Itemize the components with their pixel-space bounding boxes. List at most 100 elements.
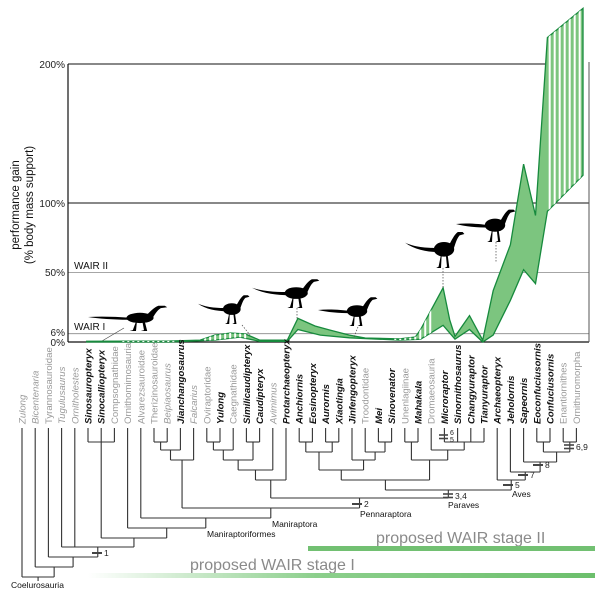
taxon-label: Dromaeosauria: [427, 358, 438, 424]
taxon-label: Microraptor: [440, 369, 451, 424]
taxon-label: Tugulusaurus: [57, 366, 68, 424]
taxon-label: Enantiornithes: [559, 362, 570, 424]
clade-label-maniraptoriformes: Maniraptoriformes: [207, 529, 276, 539]
uncertain-gap: [209, 8, 212, 343]
uncertain-gap: [204, 8, 207, 343]
taxon-label: Ornitholestes: [70, 367, 81, 424]
y-tick-6: 6%: [51, 328, 66, 339]
wair-i-label: WAIR I: [74, 322, 105, 333]
marker-label-8: 8: [545, 460, 550, 470]
y-tick-50: 50%: [45, 268, 65, 279]
uncertain-gap: [429, 8, 432, 343]
taxon-label: Xiaotingia: [334, 377, 345, 425]
uncertain-gap: [394, 8, 397, 343]
wair-i-leader: [101, 327, 125, 342]
performance-area: [86, 0, 586, 345]
uncertain-gap: [214, 8, 217, 343]
taxon-label: Sinocalliopteryx: [97, 349, 108, 424]
uncertain-gap: [229, 8, 232, 343]
marker-label-2: 2: [364, 499, 369, 509]
uncertain-gap: [424, 8, 427, 343]
taxon-label: Mei: [374, 408, 385, 424]
uncertain-gap: [167, 8, 170, 343]
archaeopteryx-silhouette: [456, 209, 516, 242]
y-axis-title-line2: (% body mass support): [24, 146, 36, 264]
taxon-label: Jeholornis: [506, 375, 517, 424]
taxon-label: Changyuraptor: [466, 354, 477, 424]
taxon-label: Unenlagiinae: [400, 368, 411, 424]
uncertain-gap: [404, 8, 407, 343]
clade-labels: Coelurosauria Maniraptoriformes Manirapt…: [11, 489, 531, 590]
taxon-label: Yulong: [216, 392, 227, 424]
taxon-label: Tyrannosauroidae: [44, 347, 55, 424]
uncertain-gap: [419, 8, 422, 343]
silhouette-leader: [241, 324, 251, 336]
taxon-label: Jinfengopteryx: [348, 355, 359, 424]
uncertain-gap: [244, 8, 247, 343]
taxon-label: Sapeornis: [519, 378, 530, 424]
marker-label-1: 1: [104, 548, 109, 558]
taxon-label: Aurornis: [321, 384, 332, 425]
compsognathid-silhouette: [88, 305, 168, 331]
uncertain-gap: [573, 8, 576, 343]
character-markers: 1 2 3,4 5 7 8 6,9 6 5: [92, 430, 588, 558]
uncertain-gap: [132, 8, 135, 343]
wair-ii-label: WAIR II: [74, 261, 108, 272]
taxon-label: Caudipteryx: [255, 368, 266, 424]
uncertain-gap: [127, 8, 130, 343]
silhouettes: [88, 209, 516, 338]
taxon-label: Confuciusornis: [546, 354, 557, 424]
y-tick-200: 200%: [39, 60, 65, 71]
uncertain-gap: [162, 8, 165, 343]
clade-label-aves: Aves: [512, 489, 531, 499]
taxon-label: Jianchangosaurus: [176, 339, 187, 424]
taxon-label: Anchiornis: [295, 374, 306, 425]
stage-ii-bar: [308, 546, 595, 551]
taxon-label: Sinosauropteryx: [84, 348, 95, 424]
taxon-label: Zulong: [18, 394, 29, 425]
taxon-label: Sinornithosaurus: [453, 345, 464, 424]
uncertain-gap: [239, 8, 242, 343]
uncertain-gap: [568, 8, 571, 343]
anchiornis-silhouette: [318, 297, 378, 326]
taxon-label: Mahakala: [414, 380, 425, 424]
taxon-label: Sinovenator: [387, 367, 398, 424]
taxon-label: Ornithomimosauria: [123, 342, 134, 424]
taxon-label: Troodontidae: [361, 368, 372, 424]
uncertain-hatching: [122, 0, 586, 345]
taxon-label: Beipiaosaurus: [163, 363, 174, 424]
taxon-label: Ornithuromorpha: [572, 351, 583, 424]
marker-label-3-4: 3,4: [455, 491, 467, 501]
uncertain-gap: [553, 8, 556, 343]
taxon-label: Oviraptoridae: [202, 366, 213, 424]
uncertain-gap: [152, 8, 155, 343]
silhouette-leader: [353, 326, 359, 338]
taxon-label: Caegnathidae: [229, 364, 240, 424]
clade-label-paraves: Paraves: [448, 500, 479, 510]
marker-label-7: 7: [530, 470, 535, 480]
stage-i-label: proposed WAIR stage I: [190, 557, 355, 574]
uncertain-gap: [142, 8, 145, 343]
uncertain-gap: [234, 8, 237, 343]
taxon-label: Falcarius: [189, 385, 200, 424]
uncertain-gap: [548, 8, 551, 343]
clade-label-coelurosauria: Coelurosauria: [11, 580, 64, 590]
marker-label-6-9: 6,9: [576, 442, 588, 452]
performance-envelope: [86, 7, 584, 343]
y-tick-0: 0%: [51, 338, 66, 349]
uncertain-gap: [147, 8, 150, 343]
taxon-label: Therizinosauroidae: [150, 342, 161, 424]
taxon-labels: Zulong Bicentenaria Tyrannosauroidae Tugulu…: [18, 339, 583, 425]
uncertain-gap: [219, 8, 222, 343]
y-axis-title-line1: performance gain: [10, 160, 22, 250]
uncertain-gap: [563, 8, 566, 343]
uncertain-gap: [172, 8, 175, 343]
uncertain-gap: [584, 0, 586, 345]
uncertain-gap: [578, 8, 581, 343]
taxon-label: Eosinopteryx: [308, 363, 319, 424]
uncertain-gap: [157, 8, 160, 343]
taxon-label: Tianyuraptor: [480, 364, 491, 424]
clade-label-maniraptora: Maniraptora: [272, 519, 318, 529]
uncertain-gap: [224, 8, 227, 343]
